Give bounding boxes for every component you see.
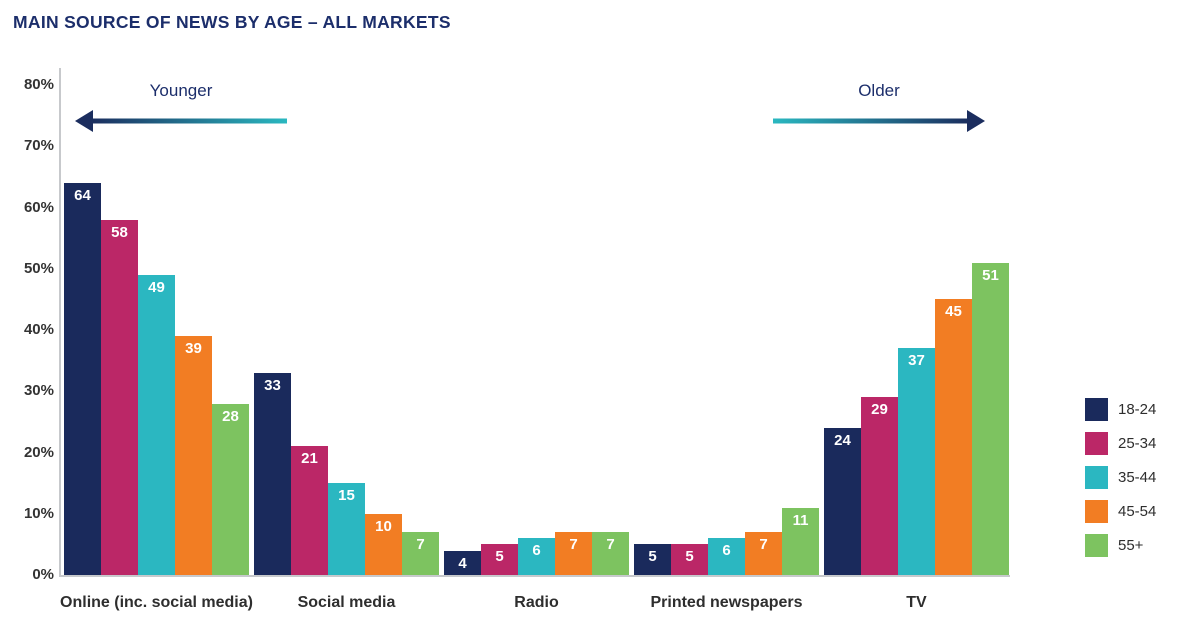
bar-value-label: 28 [222,407,239,425]
bar: 10 [365,513,402,575]
bar-value-label: 21 [301,450,318,468]
x-axis-category-label: Online (inc. social media) [60,594,253,611]
bar-value-label: 7 [759,536,768,554]
bar-value-label: 6 [722,542,731,560]
y-axis-tick-label: 10% [23,504,54,522]
bar-value-label: 7 [606,536,615,554]
bar-value-label: 49 [148,278,165,296]
bar: 6 [518,538,555,575]
bar: 6 [708,538,745,575]
y-axis-tick-label: 50% [23,259,54,277]
bar: 7 [592,532,629,575]
chart-title: MAIN SOURCE OF NEWS BY AGE – ALL MARKETS [13,12,451,32]
x-axis-category-label: TV [906,594,927,611]
bar-value-label: 5 [495,548,504,566]
bar: 39 [175,336,212,575]
bar: 64 [64,183,101,575]
bar: 51 [972,262,1009,575]
bar-value-label: 37 [908,352,925,370]
bar: 24 [824,428,861,575]
legend-swatch [1085,500,1108,523]
bar-value-label: 29 [871,401,888,419]
bar: 5 [634,544,671,575]
legend: 18-24 25-34 35-44 45-54 55+ [1085,398,1156,568]
older-annotation-label: Older [858,81,900,100]
bar: 49 [138,274,175,575]
older-arrow-icon [773,110,985,132]
bar-value-label: 7 [569,536,578,554]
bar: 15 [328,483,365,575]
bar: 21 [291,446,328,575]
bar: 5 [481,544,518,575]
legend-item: 55+ [1085,534,1156,557]
bar: 37 [898,348,935,575]
y-axis-tick-label: 60% [23,198,54,216]
bar: 28 [212,403,249,575]
legend-label: 45-54 [1118,503,1157,520]
bar-value-label: 33 [264,376,281,394]
bar-value-label: 7 [416,536,425,554]
y-axis-tick-label: 70% [23,137,54,155]
y-axis-tick-label: 20% [23,443,54,461]
bar: 5 [671,544,708,575]
bar: 45 [935,299,972,575]
younger-annotation-label: Younger [149,81,213,100]
y-axis-tick-label: 40% [23,321,54,338]
bar: 11 [782,507,819,575]
legend-swatch [1085,534,1108,557]
legend-item: 18-24 [1085,398,1156,421]
legend-item: 35-44 [1085,466,1156,489]
bar-value-label: 6 [532,542,541,560]
younger-arrow-icon [75,110,287,132]
bar-value-label: 15 [338,487,355,505]
bar-value-label: 4 [458,554,467,572]
legend-item: 45-54 [1085,500,1156,523]
bar-value-label: 5 [648,548,657,566]
bar: 7 [555,532,592,575]
legend-label: 18-24 [1118,401,1157,418]
bar: 7 [402,532,439,575]
x-axis-category-label: Social media [297,594,396,611]
bar: 33 [254,372,291,575]
x-axis-category-label: Printed newspapers [650,594,803,611]
legend-swatch [1085,466,1108,489]
bar-value-label: 10 [375,517,392,535]
bar: 58 [101,219,138,575]
bar: 7 [745,532,782,575]
bar-value-label: 24 [834,432,851,449]
bar: 4 [444,550,481,575]
legend-swatch [1085,432,1108,455]
bar-value-label: 5 [685,548,694,566]
y-axis-tick-label: 30% [23,382,54,400]
legend-label: 25-34 [1118,435,1157,452]
bar-value-label: 51 [982,266,999,284]
x-axis-line [59,575,1010,577]
legend-item: 25-34 [1085,432,1156,455]
bar-value-label: 39 [185,340,202,358]
bar-value-label: 11 [792,511,809,529]
legend-label: 55+ [1118,537,1144,554]
y-axis-tick-label: 80% [23,76,54,93]
bar-value-label: 64 [74,187,91,204]
legend-label: 35-44 [1118,469,1157,486]
bar-value-label: 45 [945,303,962,321]
y-axis-tick-label: 0% [32,566,54,583]
legend-swatch [1085,398,1108,421]
bar: 29 [861,397,898,575]
bar-value-label: 58 [111,223,128,241]
x-axis-category-label: Radio [514,594,559,611]
y-axis-line [59,68,61,577]
